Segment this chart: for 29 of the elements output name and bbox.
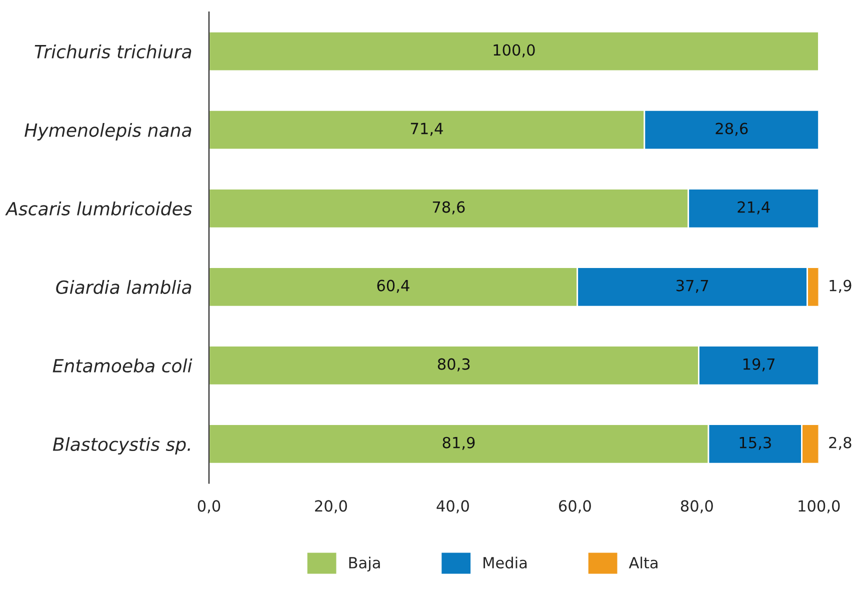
- legend-label: Alta: [628, 556, 658, 569]
- bar: [208, 31, 819, 72]
- data-label: 71,4: [410, 122, 443, 136]
- y-tick-label: Giardia lamblia: [56, 280, 192, 294]
- x-tick-label: 80,0: [680, 500, 713, 514]
- data-label: 21,4: [738, 201, 770, 214]
- y-tick-label: Hymenolepis nana: [24, 123, 192, 140]
- data-label: 15,3: [740, 436, 771, 450]
- y-tick-label: Entamoeba coli: [52, 358, 192, 373]
- data-label: 1,9: [830, 280, 852, 293]
- x-tick-label: 20,0: [315, 500, 347, 514]
- y-tick-label: Blastocystis sp.: [52, 437, 190, 455]
- data-label: 100,0: [494, 44, 535, 58]
- data-label: 37,7: [676, 280, 708, 293]
- y-tick-label: Ascaris lumbricoides: [5, 202, 192, 216]
- data-label: 28,6: [716, 122, 748, 136]
- x-tick-label: 0,0: [198, 500, 220, 514]
- data-label: 78,6: [432, 201, 465, 214]
- legend-label: Baja: [349, 556, 380, 572]
- data-label: 19,7: [743, 358, 775, 372]
- x-tick-label: 60,0: [558, 500, 591, 514]
- x-tick-label: 40,0: [436, 500, 469, 514]
- y-tick-label: Trichuris trichiura: [34, 44, 192, 58]
- legend-label: Media: [484, 556, 527, 569]
- data-label: 81,9: [442, 436, 475, 450]
- data-label: 60,4: [377, 280, 410, 293]
- x-tick-label: 100,0: [798, 500, 840, 514]
- data-label: 2,8: [829, 436, 852, 450]
- data-label: 80,3: [438, 358, 470, 372]
